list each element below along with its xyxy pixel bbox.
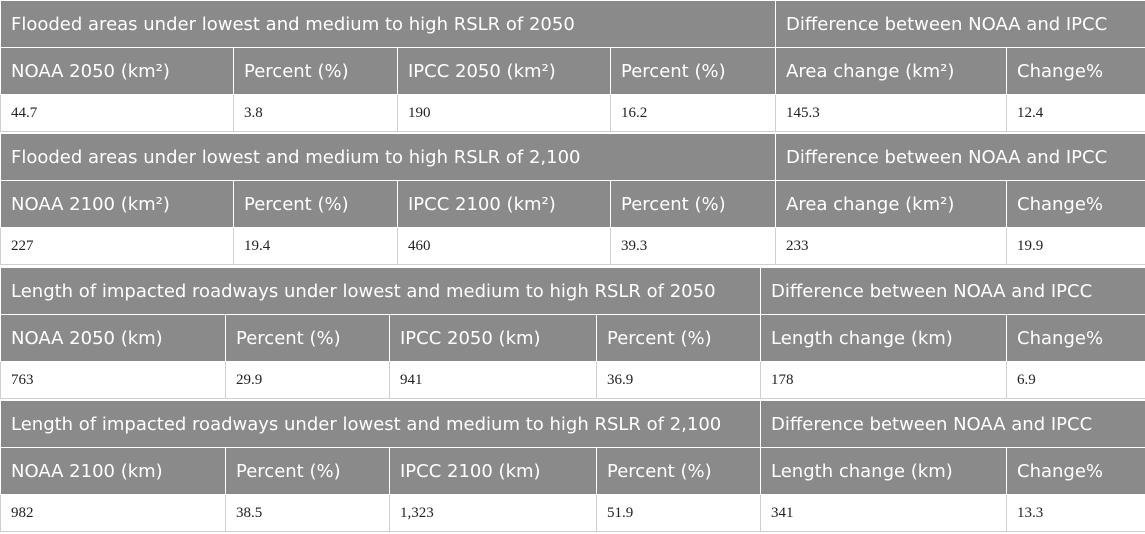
data-row: 44.7 3.8 190 16.2 145.3 12.4 xyxy=(0,94,1145,132)
header-row: NOAA 2050 (km) Percent (%) IPCC 2050 (km) P… xyxy=(0,314,1145,362)
column-header: NOAA 2050 (km) xyxy=(0,314,226,362)
data-cell: 145.3 xyxy=(775,94,1008,132)
column-header: Percent (%) xyxy=(233,180,398,228)
data-cell: 233 xyxy=(775,227,1008,265)
data-cell: 16.2 xyxy=(609,94,777,132)
column-header: Percent (%) xyxy=(609,47,777,95)
column-header: Change% xyxy=(1006,47,1145,95)
data-cell: 29.9 xyxy=(225,361,390,399)
column-header: Change% xyxy=(1006,447,1145,495)
table-block: Flooded areas under lowest and medium to… xyxy=(0,0,1145,132)
column-header: Percent (%) xyxy=(225,314,390,362)
data-cell: 13.3 xyxy=(1006,494,1145,532)
block-title: Flooded areas under lowest and medium to… xyxy=(0,0,777,48)
column-header: Percent (%) xyxy=(225,447,390,495)
title-row: Length of impacted roadways under lowest… xyxy=(0,400,1145,448)
data-cell: 341 xyxy=(760,494,1008,532)
data-cell: 19.9 xyxy=(1006,227,1145,265)
data-cell: 51.9 xyxy=(595,494,762,532)
data-cell: 982 xyxy=(0,494,226,532)
difference-title: Difference between NOAA and IPCC xyxy=(775,0,1145,48)
column-header: Change% xyxy=(1006,180,1145,228)
column-header: Percent (%) xyxy=(233,47,398,95)
data-cell: 1,323 xyxy=(389,494,597,532)
column-header: Percent (%) xyxy=(595,447,762,495)
block-title: Flooded areas under lowest and medium to… xyxy=(0,133,777,181)
difference-title: Difference between NOAA and IPCC xyxy=(760,267,1145,315)
data-cell: 19.4 xyxy=(233,227,398,265)
data-cell: 44.7 xyxy=(0,94,234,132)
data-cell: 460 xyxy=(397,227,611,265)
data-cell: 178 xyxy=(760,361,1008,399)
title-row: Flooded areas under lowest and medium to… xyxy=(0,133,1145,181)
data-cell: 6.9 xyxy=(1006,361,1145,399)
column-header: Area change (km²) xyxy=(775,47,1008,95)
column-header: NOAA 2050 (km²) xyxy=(0,47,234,95)
column-header: Percent (%) xyxy=(609,180,777,228)
data-cell: 12.4 xyxy=(1006,94,1145,132)
data-cell: 941 xyxy=(389,361,597,399)
table-block: Flooded areas under lowest and medium to… xyxy=(0,133,1145,265)
table-block: Length of impacted roadways under lowest… xyxy=(0,267,1145,399)
difference-title: Difference between NOAA and IPCC xyxy=(775,133,1145,181)
column-header: Length change (km) xyxy=(760,447,1008,495)
column-header: IPCC 2050 (km²) xyxy=(397,47,611,95)
data-row: 763 29.9 941 36.9 178 6.9 xyxy=(0,361,1145,399)
column-header: Percent (%) xyxy=(595,314,762,362)
column-header: IPCC 2050 (km) xyxy=(389,314,597,362)
title-row: Length of impacted roadways under lowest… xyxy=(0,267,1145,315)
column-header: IPCC 2100 (km) xyxy=(389,447,597,495)
header-row: NOAA 2100 (km²) Percent (%) IPCC 2100 (km²… xyxy=(0,180,1145,228)
column-header: Length change (km) xyxy=(760,314,1008,362)
data-cell: 36.9 xyxy=(595,361,762,399)
data-row: 982 38.5 1,323 51.9 341 13.3 xyxy=(0,494,1145,532)
difference-title: Difference between NOAA and IPCC xyxy=(760,400,1145,448)
data-cell: 38.5 xyxy=(225,494,390,532)
table-block: Length of impacted roadways under lowest… xyxy=(0,400,1145,532)
data-cell: 39.3 xyxy=(609,227,777,265)
header-row: NOAA 2050 (km²) Percent (%) IPCC 2050 (km²… xyxy=(0,47,1145,95)
data-cell: 190 xyxy=(397,94,611,132)
block-title: Length of impacted roadways under lowest… xyxy=(0,400,762,448)
data-cell: 763 xyxy=(0,361,226,399)
title-row: Flooded areas under lowest and medium to… xyxy=(0,0,1145,48)
data-row: 227 19.4 460 39.3 233 19.9 xyxy=(0,227,1145,265)
column-header: Change% xyxy=(1006,314,1145,362)
data-cell: 227 xyxy=(0,227,234,265)
column-header: IPCC 2100 (km²) xyxy=(397,180,611,228)
header-row: NOAA 2100 (km) Percent (%) IPCC 2100 (km) P… xyxy=(0,447,1145,495)
block-title: Length of impacted roadways under lowest… xyxy=(0,267,762,315)
data-cell: 3.8 xyxy=(233,94,398,132)
column-header: NOAA 2100 (km²) xyxy=(0,180,234,228)
column-header: NOAA 2100 (km) xyxy=(0,447,226,495)
column-header: Area change (km²) xyxy=(775,180,1008,228)
